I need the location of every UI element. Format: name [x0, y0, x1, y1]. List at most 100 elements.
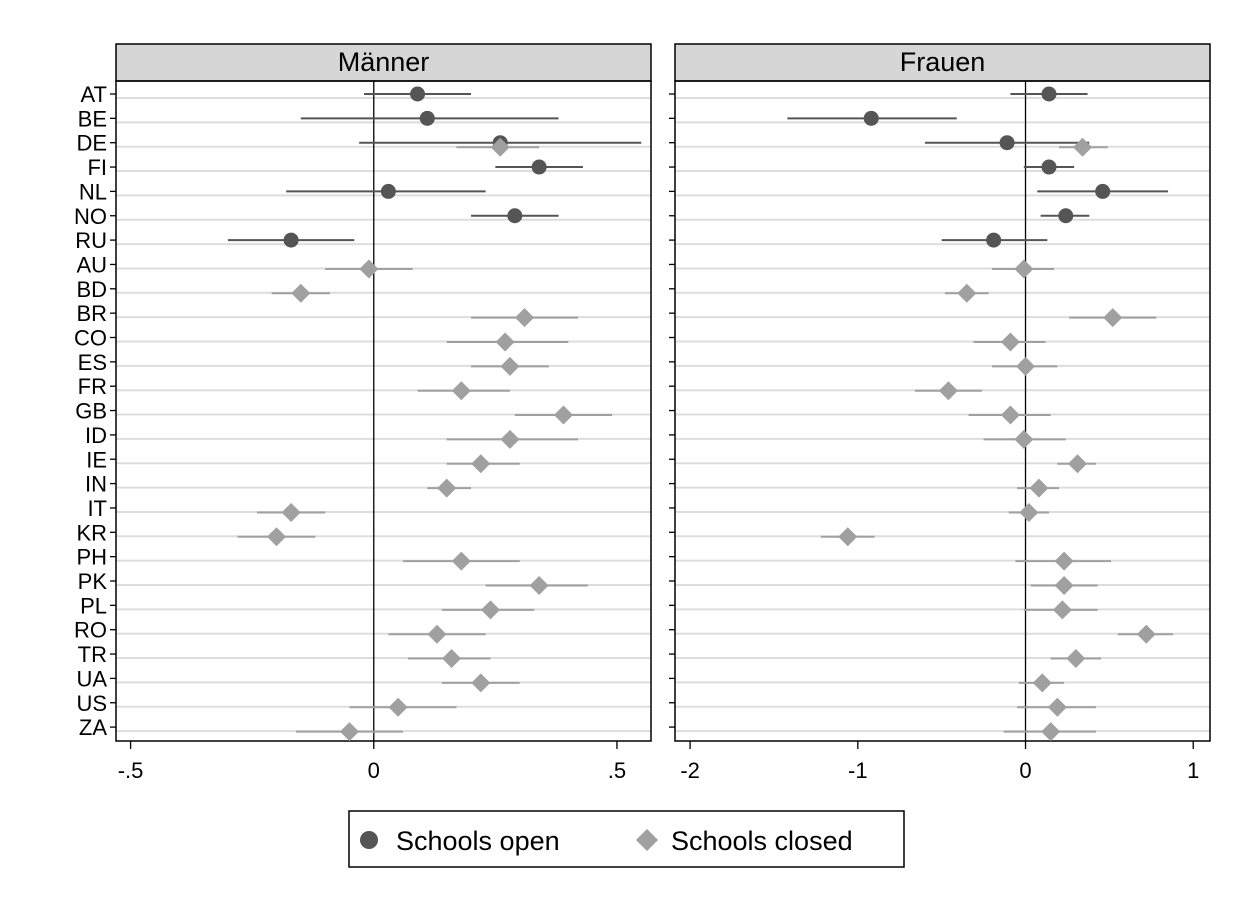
y-category-label: BE [78, 106, 107, 131]
y-category-label: NL [79, 179, 107, 204]
panel-header [674, 43, 1211, 82]
point-closed [388, 697, 408, 717]
point-closed [442, 649, 462, 669]
point-open [283, 232, 299, 248]
point-closed [553, 405, 573, 425]
legend: Schools open Schools closed [348, 810, 905, 868]
point-closed [957, 283, 977, 303]
point-closed [529, 576, 549, 595]
point-closed [1052, 600, 1072, 620]
x-tick-label: 1 [1187, 758, 1199, 783]
point-closed [1016, 356, 1036, 376]
x-tick-label: 0 [1019, 758, 1031, 783]
point-open [410, 86, 426, 102]
point-closed [339, 722, 359, 742]
point-closed [1068, 454, 1088, 474]
y-category-label: ZA [79, 715, 107, 740]
y-category-label: PK [78, 569, 108, 594]
y-category-label: IE [86, 447, 107, 472]
point-open [986, 232, 1002, 248]
point-closed [1066, 649, 1086, 669]
legend-label: Schools open [396, 826, 560, 856]
y-category-label: CO [74, 326, 107, 351]
legend-marker-closed [636, 829, 658, 851]
y-category-label: BR [76, 301, 107, 326]
y-category-label: AT [81, 82, 107, 107]
panel-header [115, 43, 652, 82]
y-category-label: PH [76, 545, 107, 570]
point-open [1095, 183, 1111, 199]
point-closed [267, 527, 286, 547]
point-closed [1014, 259, 1034, 279]
point-open [507, 208, 523, 224]
point-closed [1054, 551, 1074, 571]
y-category-label: IN [85, 472, 107, 497]
y-category-label: TR [78, 642, 107, 667]
legend-marker-open [360, 831, 378, 849]
point-closed [1000, 405, 1020, 425]
point-closed [1047, 697, 1067, 717]
y-category-label: AU [76, 252, 107, 277]
legend-box [348, 810, 905, 868]
y-category-label: PL [80, 593, 107, 618]
point-closed [281, 502, 301, 522]
point-open [1041, 86, 1057, 102]
y-category-label: UA [76, 666, 107, 691]
point-open [999, 135, 1015, 151]
y-category-label: FI [87, 155, 107, 180]
point-closed [471, 454, 491, 474]
x-tick-label: .5 [608, 758, 626, 783]
point-open [863, 110, 879, 126]
point-closed [291, 283, 311, 303]
point-closed [427, 624, 447, 644]
point-open [1041, 159, 1057, 175]
x-tick-label: -2 [680, 758, 700, 783]
point-closed [1136, 624, 1156, 644]
point-open [531, 159, 547, 175]
y-category-label: RO [74, 618, 107, 643]
point-closed [495, 332, 515, 352]
point-closed [515, 308, 535, 328]
x-tick-label: -1 [848, 758, 868, 783]
y-category-label: GB [75, 399, 107, 424]
y-category-label: KR [76, 520, 107, 545]
point-closed [938, 381, 958, 401]
point-closed [437, 478, 457, 498]
point-closed [359, 259, 379, 279]
y-category-label: ID [85, 423, 107, 448]
point-open [380, 183, 396, 199]
y-category-label: ES [78, 350, 107, 375]
legend-label: Schools closed [671, 826, 853, 856]
point-closed [500, 429, 520, 449]
panel-left: Männer -.5 0 .5 ATBEDEFINLNORUAUBDBRCOESFRGB… [74, 43, 652, 783]
plot-frame [674, 80, 1211, 742]
point-closed [1000, 332, 1020, 352]
point-closed [1041, 722, 1061, 742]
point-closed [490, 137, 510, 157]
y-category-label: US [76, 691, 107, 716]
y-category-label: RU [75, 228, 107, 253]
point-closed [1014, 429, 1034, 449]
y-category-label: FR [78, 374, 107, 399]
point-open [1058, 208, 1074, 224]
point-closed [1032, 673, 1052, 693]
point-closed [838, 527, 858, 547]
point-closed [1073, 137, 1093, 157]
y-category-label: DE [76, 131, 107, 156]
y-category-label: BD [76, 277, 107, 302]
point-closed [1054, 576, 1074, 595]
point-closed [471, 673, 491, 693]
point-closed [481, 600, 500, 620]
plot-frame [115, 80, 652, 742]
point-closed [451, 381, 471, 401]
point-closed [451, 551, 471, 571]
y-category-label: IT [87, 496, 107, 521]
point-closed [500, 356, 520, 376]
y-category-label: NO [74, 204, 107, 229]
point-closed [1019, 502, 1039, 522]
panel-title: Frauen [900, 47, 986, 77]
panel-right: Frauen -2 -1 0 1 [669, 43, 1211, 783]
panel-title: Männer [338, 47, 430, 77]
point-open [419, 110, 435, 126]
